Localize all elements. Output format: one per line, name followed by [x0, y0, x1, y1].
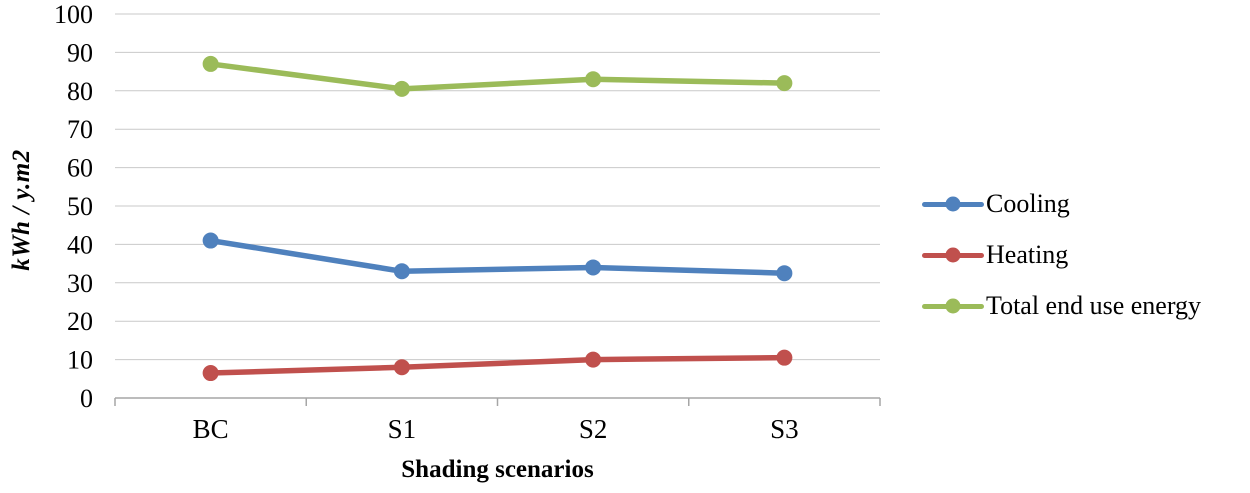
chart-legend: Cooling Heating Total end use energy: [922, 189, 1202, 320]
y-tick-label: 30: [67, 269, 93, 298]
x-tick-label: S3: [770, 414, 799, 444]
x-tick-label: S2: [579, 414, 608, 444]
legend-label: Total end use energy: [986, 291, 1202, 320]
data-point-cooling-BC: [202, 232, 219, 249]
y-tick-label: 60: [67, 154, 93, 183]
y-tick-label: 90: [67, 38, 93, 67]
series-line-heating: [207, 354, 788, 376]
legend-line-sample: [922, 247, 984, 263]
legend-line-sample: [922, 298, 984, 314]
data-point-heating-S3: [776, 349, 793, 366]
legend-item-cooling: Cooling: [922, 189, 1201, 218]
legend-label: Cooling: [986, 189, 1070, 218]
y-tick-label: 20: [67, 307, 93, 336]
data-point-cooling-S3: [776, 265, 793, 282]
data-point-cooling-S1: [393, 263, 410, 280]
y-tick-label: 40: [67, 230, 93, 259]
series-line-total-end-use-energy: [207, 61, 788, 92]
y-tick-label: 70: [67, 115, 93, 144]
series-line-cooling: [207, 237, 788, 276]
x-tick-label: S1: [388, 414, 417, 444]
data-point-cooling-S2: [585, 259, 602, 276]
data-point-heating-S1: [393, 359, 410, 376]
data-point-total-end-use-energy-BC: [202, 55, 219, 72]
x-axis-title: Shading scenarios: [401, 456, 594, 483]
y-axis-title: kWh / y.m2: [8, 149, 35, 271]
data-point-total-end-use-energy-S1: [393, 80, 410, 97]
legend-line-sample: [922, 196, 984, 212]
data-point-heating-BC: [202, 365, 219, 382]
legend-marker-icon: [945, 196, 961, 212]
y-tick-label: 0: [80, 384, 93, 413]
legend-item-total-end-use-energy: Total end use energy: [922, 291, 1202, 320]
data-point-total-end-use-energy-S2: [585, 71, 602, 88]
y-tick-label: 80: [67, 77, 93, 106]
y-tick-label: 100: [54, 0, 93, 29]
data-point-heating-S2: [585, 351, 602, 368]
x-tick-label: BC: [193, 414, 229, 444]
legend-marker-icon: [945, 298, 961, 314]
legend-marker-icon: [945, 247, 961, 263]
legend-label: Heating: [986, 240, 1069, 269]
y-tick-label: 10: [67, 346, 93, 375]
y-tick-label: 50: [67, 192, 93, 221]
data-point-total-end-use-energy-S3: [776, 75, 793, 92]
legend-item-heating: Heating: [922, 240, 1201, 269]
